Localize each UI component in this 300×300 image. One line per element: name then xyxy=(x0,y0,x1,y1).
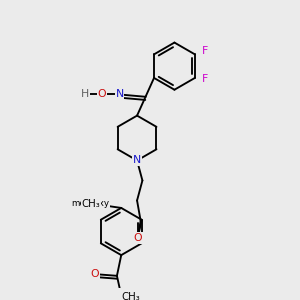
Text: O: O xyxy=(98,89,106,100)
Text: CH₃: CH₃ xyxy=(121,292,140,300)
Text: O: O xyxy=(91,269,99,279)
Text: CH₃: CH₃ xyxy=(82,200,100,209)
Text: O: O xyxy=(101,201,110,211)
Text: N: N xyxy=(133,155,141,166)
Text: methoxy: methoxy xyxy=(71,200,110,208)
Text: F: F xyxy=(202,46,208,56)
Text: F: F xyxy=(202,74,208,84)
Text: H: H xyxy=(81,89,89,100)
Text: N: N xyxy=(116,89,124,100)
Text: O: O xyxy=(133,233,142,243)
